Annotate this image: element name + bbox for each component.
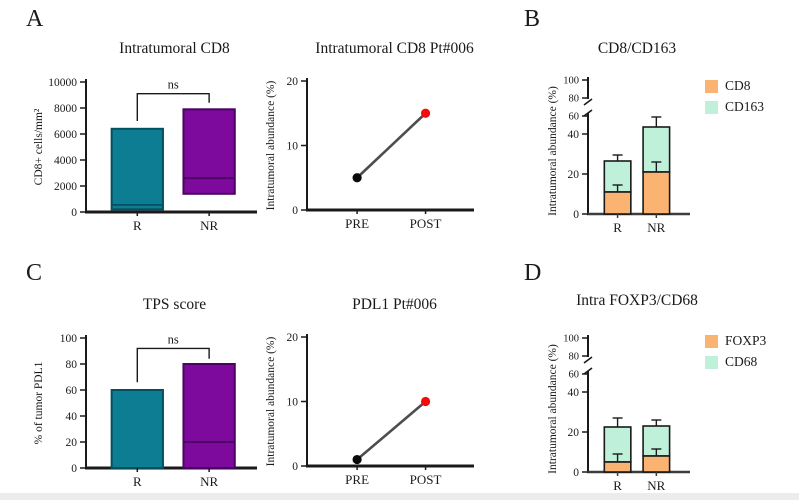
- chart-block-tps-score: TPS score 0 20 40 60 80 100 % of tumor PDL1 R NR…: [28, 296, 263, 496]
- svg-text:CD8+ cells/mm²: CD8+ cells/mm²: [33, 108, 45, 185]
- panel-label-b: B: [524, 6, 541, 32]
- panel-label-a: A: [26, 6, 44, 32]
- legend-item-cd8: CD8: [705, 78, 764, 94]
- legend-swatch-cd8: [705, 79, 718, 93]
- svg-text:10: 10: [287, 397, 299, 409]
- svg-text:40: 40: [66, 411, 78, 423]
- chart-title-cd8-cd163: CD8/CD163: [597, 40, 677, 57]
- svg-text:ns: ns: [168, 332, 179, 346]
- legend-label-foxp3: FOXP3: [725, 333, 767, 348]
- svg-text:80: 80: [569, 352, 580, 363]
- svg-text:NR: NR: [647, 478, 665, 493]
- svg-text:R: R: [133, 474, 142, 489]
- legend-label-cd8: CD8: [725, 78, 751, 93]
- legend-swatch-cd163: [705, 100, 718, 114]
- svg-text:POST: POST: [410, 216, 442, 231]
- svg-text:20: 20: [287, 76, 299, 88]
- svg-text:% of tumor PDL1: % of tumor PDL1: [33, 361, 45, 444]
- svg-text:0: 0: [573, 467, 579, 479]
- svg-text:20: 20: [568, 427, 580, 439]
- svg-text:PRE: PRE: [345, 216, 369, 231]
- bottom-edge-strip: [0, 493, 799, 500]
- chart-block-intra-foxp3-cd68: Intra FOXP3/CD68 0 20 40 60 80 100 Intratumora…: [520, 292, 795, 500]
- svg-text:20: 20: [66, 437, 78, 449]
- prepost-plot-intratumoral-cd8-pt006: 0 10 20 Intratumoral abundance (%) PRE POST: [265, 76, 474, 231]
- svg-text:0: 0: [292, 205, 298, 217]
- legend-item-foxp3: FOXP3: [705, 333, 766, 349]
- svg-text:60: 60: [66, 385, 78, 397]
- prepost-plot-pdl1-pt006: 0 10 20 Intratumoral abundance (%) PRE POST: [265, 332, 474, 487]
- svg-text:4000: 4000: [54, 155, 77, 167]
- svg-text:60: 60: [569, 370, 580, 381]
- svg-text:R: R: [613, 478, 622, 493]
- svg-text:NR: NR: [200, 218, 218, 233]
- legend-item-cd163: CD163: [705, 99, 764, 115]
- legend-label-cd163: CD163: [725, 99, 765, 114]
- panel-label-c: C: [26, 260, 43, 286]
- legend-cd8-cd163: CD8 CD163: [705, 78, 764, 120]
- chart-title-intra-foxp3-cd68: Intra FOXP3/CD68: [576, 292, 698, 309]
- stacked-bar-chart-cd8-cd163: 0 20 40 60 80 100 Intratumoral abundance (%) R N…: [547, 76, 690, 235]
- svg-text:40: 40: [568, 129, 580, 141]
- svg-text:Intratumoral abundance (%): Intratumoral abundance (%): [547, 344, 559, 474]
- legend-foxp3-cd68: FOXP3 CD68: [705, 333, 766, 375]
- svg-text:0: 0: [71, 463, 77, 475]
- chart-title-intratumoral-cd8-pt006: Intratumoral CD8 Pt#006: [315, 40, 474, 57]
- svg-text:6000: 6000: [54, 129, 77, 141]
- svg-text:2000: 2000: [54, 181, 77, 193]
- stacked-bar-chart-intra-foxp3-cd68: 0 20 40 60 80 100 Intratumoral abundance (%) R N…: [547, 334, 690, 493]
- svg-text:NR: NR: [647, 220, 665, 235]
- svg-text:20: 20: [287, 332, 299, 344]
- svg-text:NR: NR: [200, 474, 218, 489]
- svg-text:100: 100: [60, 333, 78, 345]
- svg-text:Intratumoral abundance (%): Intratumoral abundance (%): [265, 81, 277, 211]
- chart-block-intratumoral-cd8: Intratumoral CD8 0 2000 4000 6000 8000 10000 C…: [28, 40, 263, 255]
- svg-text:PRE: PRE: [345, 472, 369, 487]
- legend-item-cd68: CD68: [705, 354, 766, 370]
- svg-text:Intratumoral abundance (%): Intratumoral abundance (%): [265, 337, 277, 467]
- chart-title-intratumoral-cd8: Intratumoral CD8: [119, 40, 230, 57]
- svg-text:80: 80: [66, 359, 78, 371]
- chart-block-intratumoral-cd8-pt006: Intratumoral CD8 Pt#006 0 10 20 Intratumora…: [262, 40, 482, 255]
- legend-swatch-foxp3: [705, 334, 718, 348]
- svg-text:40: 40: [568, 387, 580, 399]
- svg-text:8000: 8000: [54, 103, 77, 115]
- svg-text:10: 10: [287, 141, 299, 153]
- svg-text:0: 0: [71, 207, 77, 219]
- svg-text:80: 80: [569, 94, 580, 105]
- svg-text:0: 0: [573, 209, 579, 221]
- svg-text:0: 0: [292, 461, 298, 473]
- chart-title-pdl1-pt006: PDL1 Pt#006: [352, 296, 437, 313]
- chart-block-cd8-cd163: CD8/CD163 0 20 40 60 80 100 Intratumoral abund…: [520, 40, 795, 255]
- svg-text:POST: POST: [410, 472, 442, 487]
- box-plot-intratumoral-cd8: 0 2000 4000 6000 8000 10000 CD8+ cells/mm² R NR n…: [33, 77, 257, 233]
- chart-title-tps-score: TPS score: [142, 296, 207, 313]
- svg-text:60: 60: [569, 112, 580, 123]
- svg-text:100: 100: [563, 76, 579, 87]
- svg-text:R: R: [133, 218, 142, 233]
- svg-text:Intratumoral abundance (%): Intratumoral abundance (%): [547, 86, 559, 216]
- svg-text:R: R: [613, 220, 622, 235]
- box-plot-tps-score: 0 20 40 60 80 100 % of tumor PDL1 R NR ns: [33, 332, 257, 489]
- chart-block-pdl1-pt006: PDL1 Pt#006 0 10 20 Intratumoral abundance …: [262, 296, 482, 496]
- panel-label-d: D: [524, 260, 542, 286]
- svg-text:100: 100: [563, 334, 579, 345]
- svg-text:20: 20: [568, 169, 580, 181]
- legend-swatch-cd68: [705, 355, 718, 369]
- legend-label-cd68: CD68: [725, 354, 758, 369]
- svg-text:ns: ns: [168, 78, 179, 92]
- svg-text:10000: 10000: [48, 77, 77, 89]
